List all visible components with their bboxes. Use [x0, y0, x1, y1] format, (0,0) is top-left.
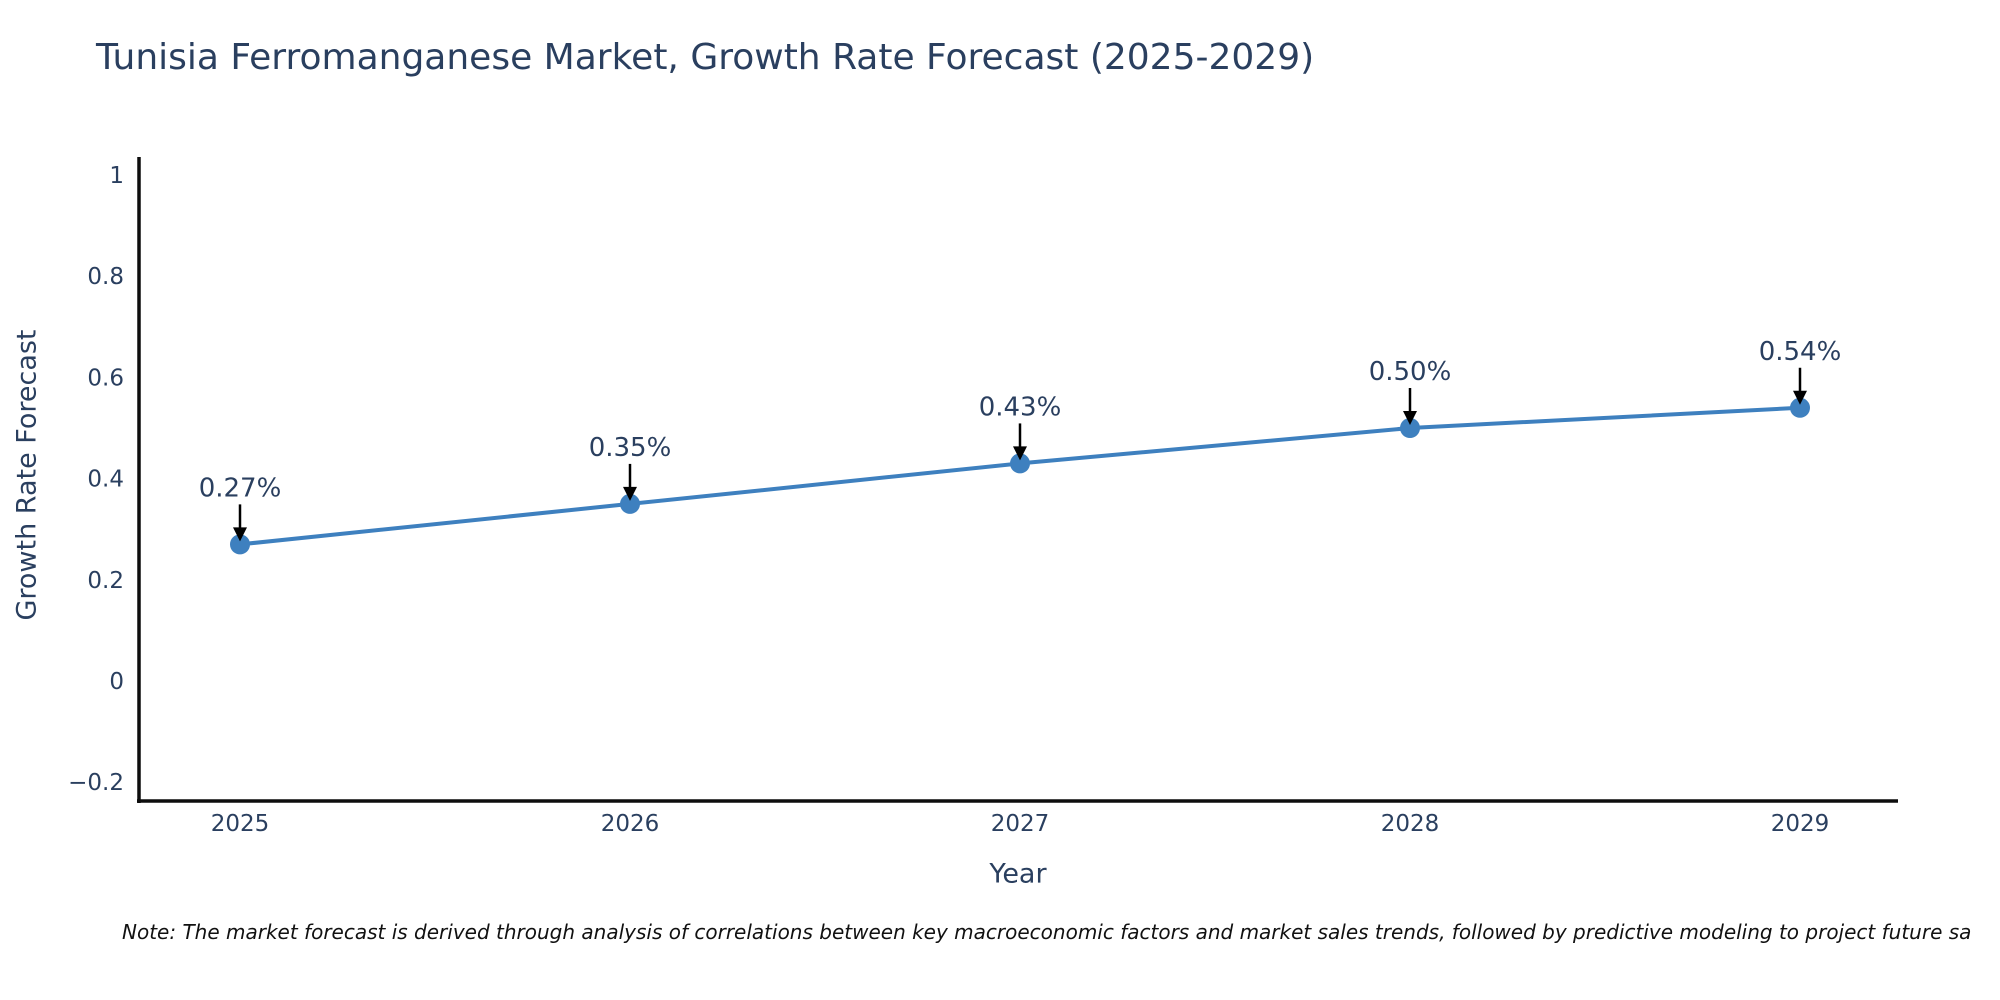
- x-tick-label: 2027: [991, 811, 1050, 837]
- annotation-arrow-head: [1403, 411, 1417, 425]
- y-tick-label: −0.2: [68, 770, 124, 796]
- data-point-label: 0.35%: [589, 433, 672, 463]
- y-tick-label: 1: [109, 163, 124, 189]
- y-tick-label: 0.4: [87, 467, 124, 493]
- data-point-label: 0.54%: [1759, 337, 1842, 367]
- data-point-marker: [1790, 397, 1810, 418]
- y-tick-label: 0: [109, 669, 124, 695]
- x-axis-title: Year: [989, 858, 1047, 890]
- annotation-arrow-head: [233, 527, 247, 542]
- data-point-label: 0.43%: [979, 392, 1062, 422]
- x-tick-label: 2028: [1381, 811, 1440, 837]
- y-tick-label: 0.6: [87, 365, 124, 391]
- y-tick-label: 0.2: [87, 568, 124, 594]
- x-tick-label: 2025: [211, 811, 270, 837]
- x-tick-label: 2029: [1771, 811, 1830, 837]
- data-point-label: 0.50%: [1369, 357, 1452, 387]
- data-point-marker: [230, 534, 250, 555]
- data-point-marker: [1400, 418, 1420, 438]
- x-tick-label: 2026: [601, 811, 660, 837]
- annotation-arrow-head: [1013, 446, 1027, 461]
- annotation-arrow-head: [623, 486, 637, 501]
- data-point-label: 0.27%: [199, 473, 282, 503]
- annotation-arrow-head: [1793, 390, 1807, 405]
- data-point-marker: [1010, 453, 1030, 474]
- chart-title: Tunisia Ferromanganese Market, Growth Ra…: [96, 37, 1315, 78]
- y-tick-label: 0.8: [87, 264, 124, 290]
- data-point-marker: [620, 493, 640, 514]
- footnote: Note: The market forecast is derived thr…: [122, 920, 1972, 944]
